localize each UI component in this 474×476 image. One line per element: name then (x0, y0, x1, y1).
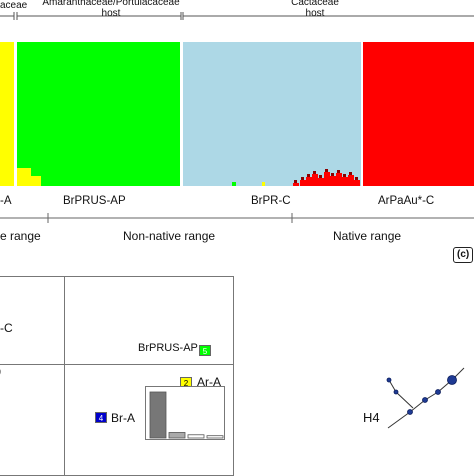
network-edge-branch-1 (395, 391, 414, 409)
structure-admix-green-fleck (232, 182, 236, 186)
structure-admix-red-8 (342, 177, 348, 186)
pca-label-c: -C (0, 321, 13, 335)
structure-admix-red-1 (300, 180, 306, 186)
structure-admix-red-2 (306, 177, 312, 186)
structure-admix-red-10 (354, 180, 360, 186)
structure-admix-red-5 (324, 172, 330, 186)
pca-divider-v (64, 276, 65, 476)
structure-admix-darkred-7 (337, 170, 340, 173)
group-label-brpr: BrPR-C (251, 195, 291, 207)
network-node-0 (407, 409, 413, 415)
structure-admix-darkred-1 (301, 177, 304, 180)
pca-badge-5: 5 (199, 345, 211, 356)
structure-admix-darkred-3 (313, 171, 316, 174)
header-cactaceae: Cactaceae (291, 0, 339, 8)
structure-admix-darkred-0 (294, 180, 297, 183)
network-edge-1 (409, 399, 426, 413)
structure-admix-red-7 (336, 173, 342, 186)
structure-admix-red-9 (348, 175, 354, 186)
eigen-bar-3 (187, 434, 205, 439)
structure-admix-yellow-2 (17, 176, 41, 186)
structure-admix-red-4 (318, 178, 324, 186)
pca-left-tick: 0 (0, 367, 1, 377)
structure-admix-darkred-6 (331, 173, 334, 176)
group-label-arpaau: ArPaAu*-C (378, 195, 435, 207)
panel-label-c: (c) (453, 247, 474, 263)
structure-admix-darkred-9 (349, 172, 352, 175)
structure-block-2 (17, 42, 180, 186)
structure-block-1 (0, 42, 14, 186)
structure-block-4 (363, 42, 474, 186)
structure-admix-darkred-4 (319, 175, 322, 178)
pca-badge-4: 4 (95, 412, 107, 423)
structure-admix-darkred-5 (325, 169, 328, 172)
network-edge-0 (387, 411, 411, 429)
range-label-left: e range (0, 229, 41, 243)
pca-label-br-a: Br-A (111, 411, 135, 425)
network-node-3 (447, 375, 457, 385)
structure-admix-red-3 (312, 174, 318, 186)
structure-admix-yellow-fleck (262, 182, 265, 186)
pca-label-brprus: BrPRUS-AP (138, 342, 198, 354)
structure-admix-red-0 (293, 183, 299, 186)
header-amaranthaceae: Amaranthaceae/Portulacaceae (42, 0, 180, 8)
eigen-bar-2 (168, 432, 186, 439)
range-label-non-native: Non-native range (123, 229, 216, 243)
header-amaranthaceae-host: host (101, 8, 121, 19)
group-label-brprus: BrPRUS-AP (63, 195, 126, 207)
network-node-4 (393, 389, 399, 395)
header-cactaceae-host: host (305, 8, 325, 19)
group-label-a: -A (0, 195, 12, 207)
pca-label-ar-a: Ar-A (197, 375, 221, 389)
eigen-bar-1 (149, 391, 167, 439)
structure-admix-red-6 (330, 176, 336, 186)
structure-block-3 (183, 42, 361, 186)
structure-admix-darkred-10 (355, 177, 358, 180)
eigen-bar-4 (206, 435, 224, 439)
network-node-2 (435, 389, 441, 395)
pca-divider-h (0, 364, 234, 365)
range-label-native: Native range (333, 229, 402, 243)
structure-admix-darkred-8 (343, 174, 346, 177)
network-label-h4: H4 (363, 410, 380, 425)
network-node-1 (422, 397, 428, 403)
header-left-fragment: aceae (0, 0, 28, 11)
network-node-5 (386, 377, 392, 383)
structure-admix-darkred-2 (307, 174, 310, 177)
